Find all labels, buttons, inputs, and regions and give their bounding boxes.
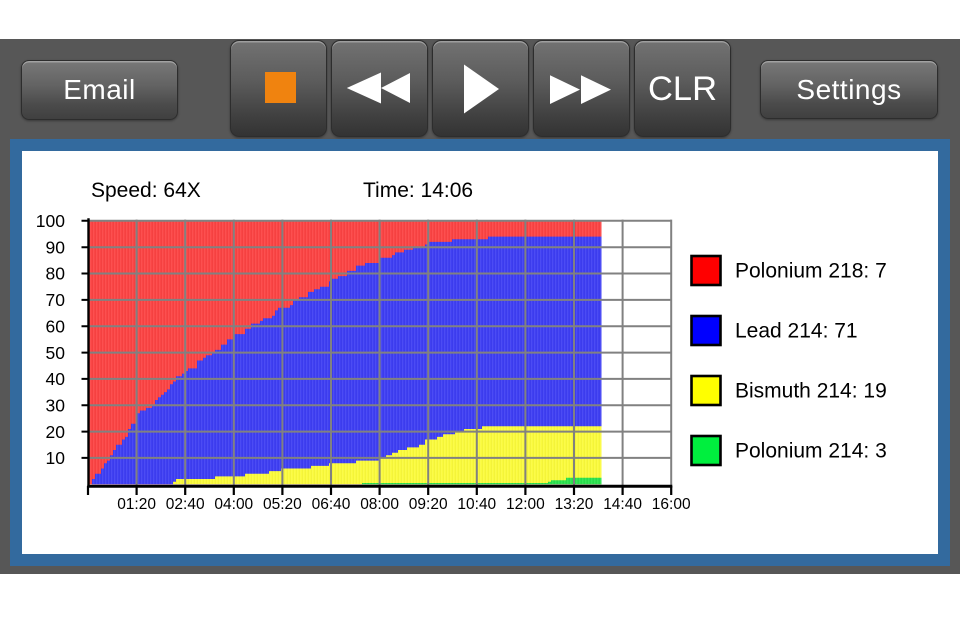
svg-text:16:00: 16:00	[652, 496, 691, 513]
svg-text:Polonium 218: 7: Polonium 218: 7	[735, 260, 887, 283]
svg-text:20: 20	[46, 422, 66, 442]
svg-text:90: 90	[46, 237, 66, 257]
svg-text:13:20: 13:20	[555, 496, 594, 513]
svg-text:05:20: 05:20	[263, 496, 302, 513]
svg-text:40: 40	[46, 369, 66, 389]
svg-text:Lead 214: 71: Lead 214: 71	[735, 320, 858, 343]
svg-text:60: 60	[46, 316, 66, 336]
svg-text:10:40: 10:40	[457, 496, 496, 513]
svg-text:Bismuth 214: 19: Bismuth 214: 19	[735, 380, 887, 403]
svg-text:12:00: 12:00	[506, 496, 545, 513]
svg-text:02:40: 02:40	[166, 496, 205, 513]
svg-text:01:20: 01:20	[117, 496, 156, 513]
svg-text:08:00: 08:00	[360, 496, 399, 513]
svg-text:10: 10	[46, 448, 66, 468]
svg-text:80: 80	[46, 264, 66, 284]
svg-text:100: 100	[36, 211, 65, 231]
svg-text:Speed: 64X: Speed: 64X	[91, 179, 201, 202]
svg-text:30: 30	[46, 395, 66, 415]
svg-text:04:00: 04:00	[214, 496, 253, 513]
svg-text:Time: 14:06: Time: 14:06	[363, 179, 473, 202]
svg-text:70: 70	[46, 290, 66, 310]
svg-text:Polonium 214: 3: Polonium 214: 3	[735, 440, 887, 463]
svg-text:09:20: 09:20	[409, 496, 448, 513]
svg-text:50: 50	[46, 343, 66, 363]
svg-text:06:40: 06:40	[312, 496, 351, 513]
svg-text:14:40: 14:40	[603, 496, 642, 513]
